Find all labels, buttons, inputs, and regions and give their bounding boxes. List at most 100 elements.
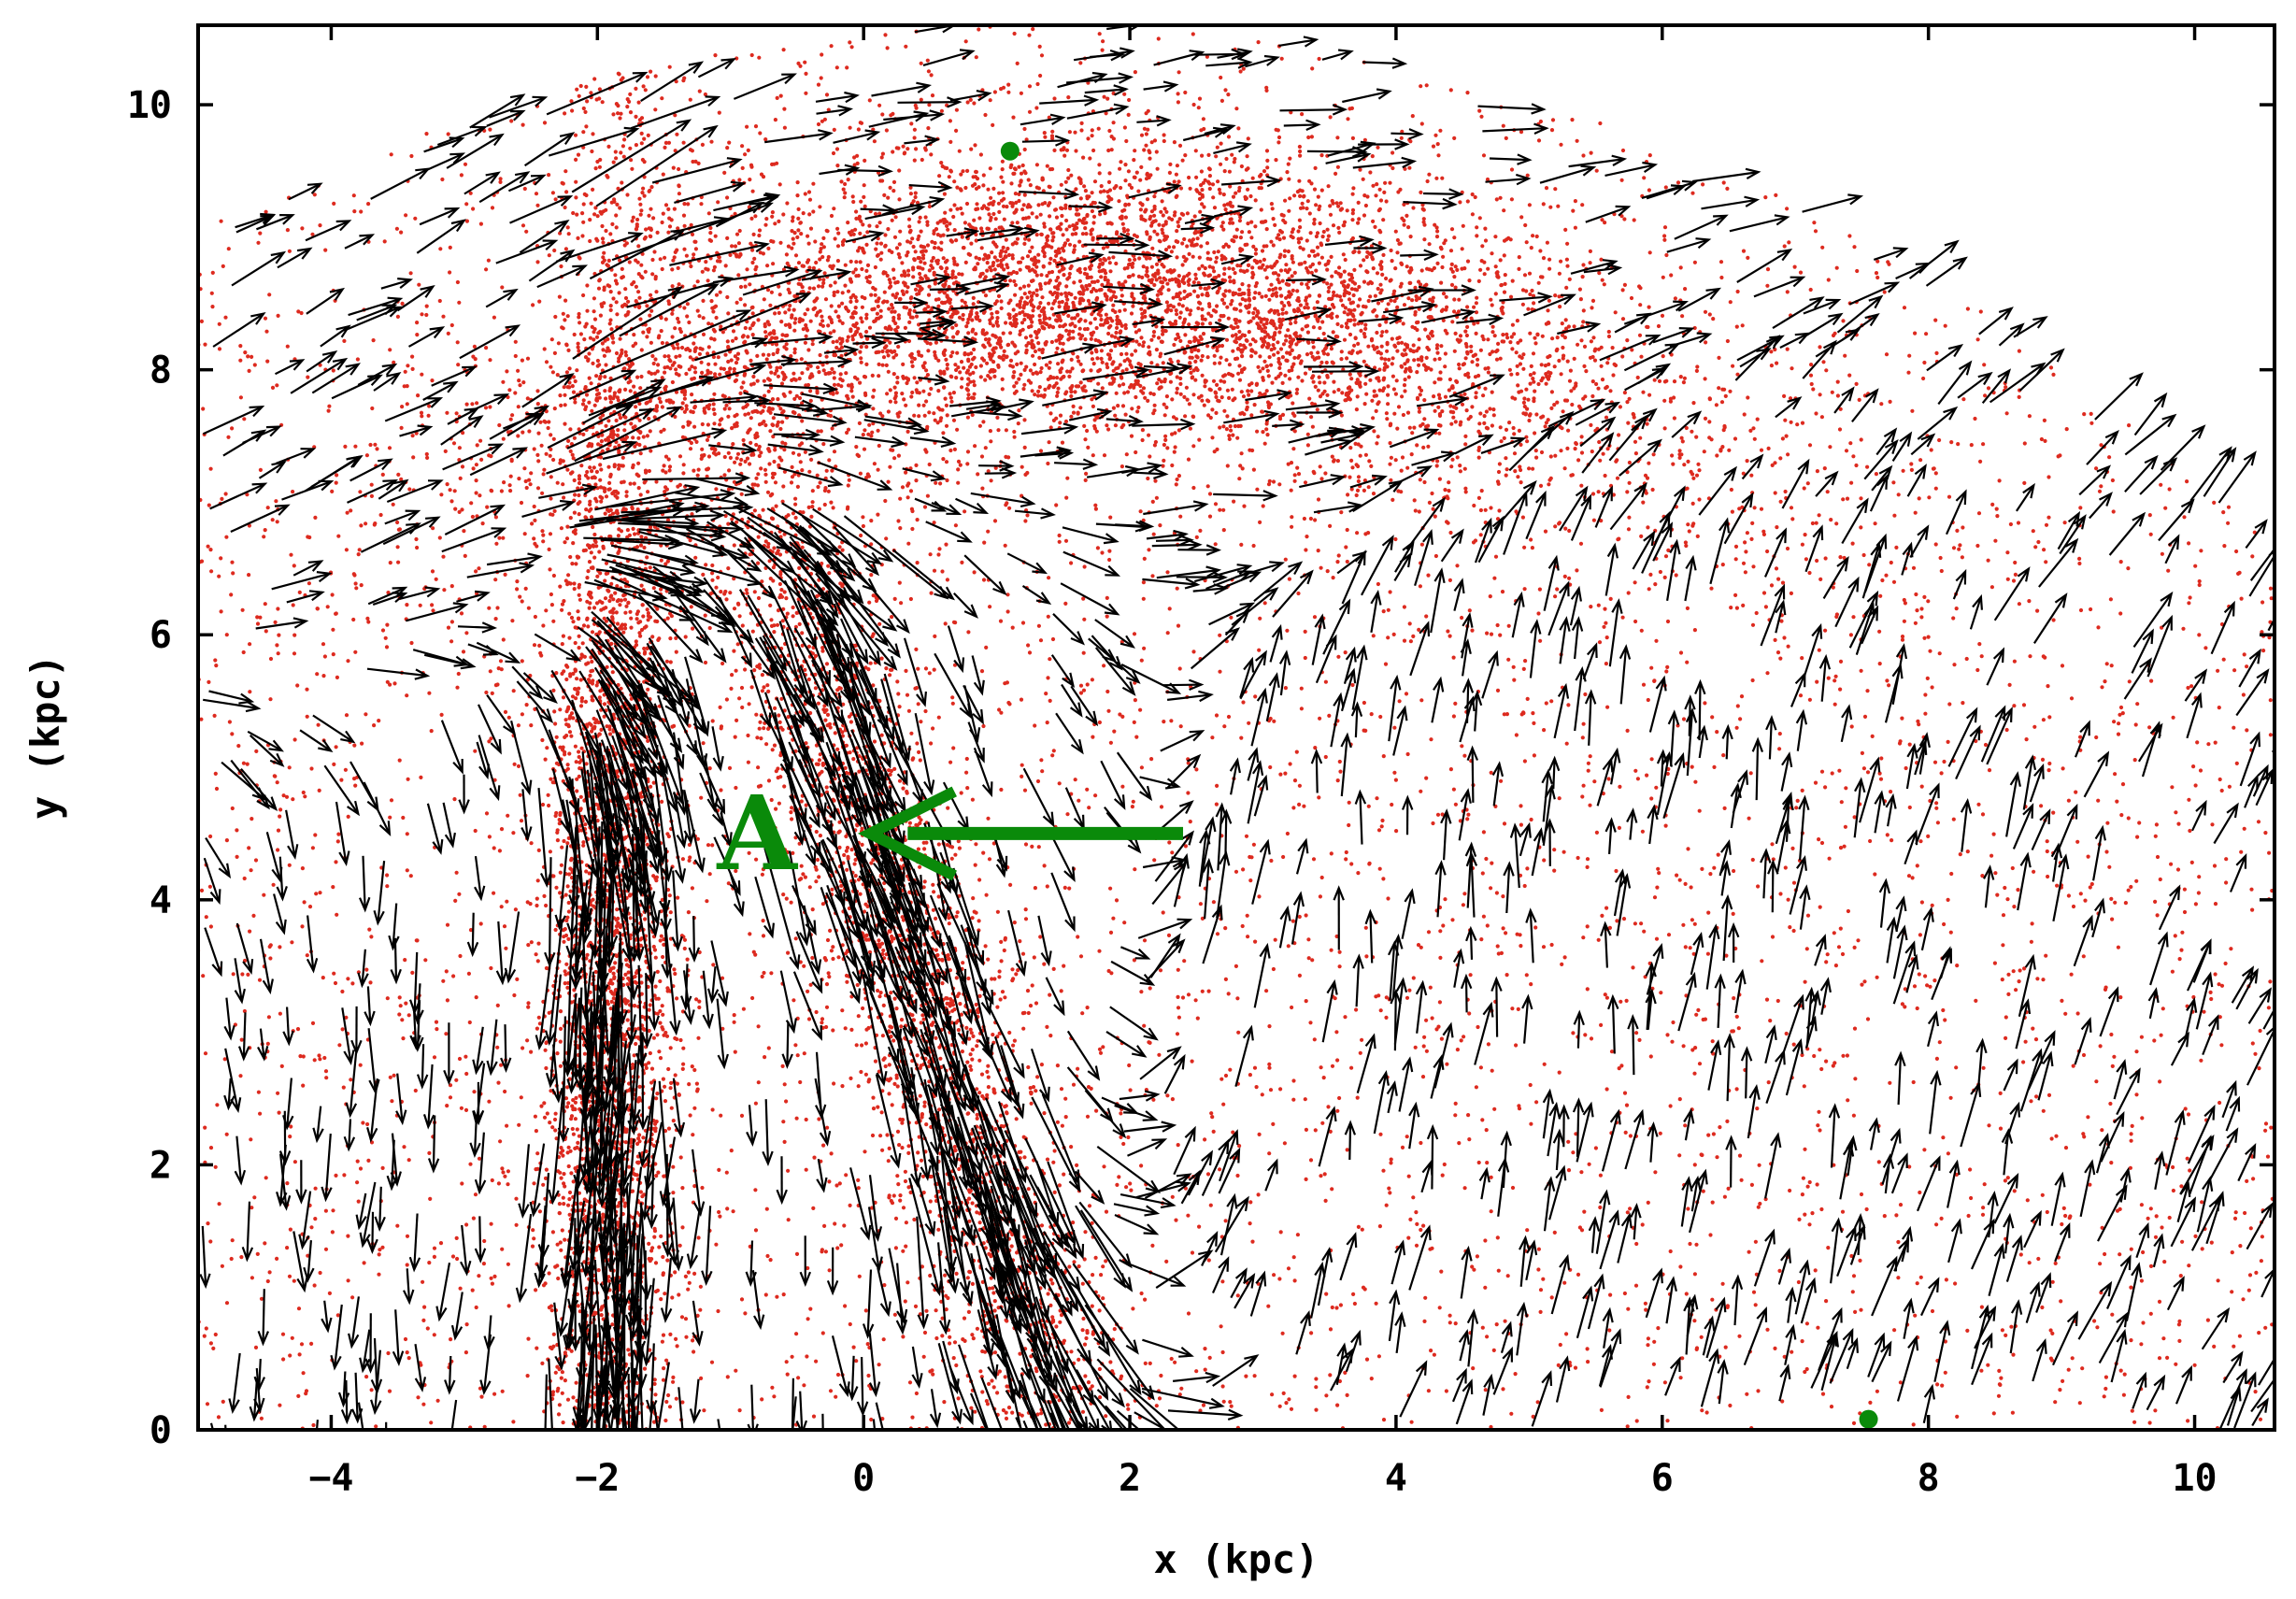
particle — [1594, 830, 1599, 835]
particle — [1918, 839, 1923, 844]
particle — [2196, 891, 2201, 895]
particle — [1599, 1407, 1604, 1412]
particle — [1915, 608, 1919, 613]
particle — [2153, 834, 2158, 838]
particle — [1886, 260, 1890, 264]
particle — [1609, 1049, 1615, 1054]
particle — [1991, 1411, 1996, 1416]
particle — [1133, 867, 1137, 872]
particle — [1462, 1186, 1467, 1191]
particle — [1483, 1238, 1488, 1243]
particle — [2017, 349, 2021, 353]
particle — [971, 1336, 976, 1341]
particle — [1335, 1108, 1340, 1113]
particle — [842, 195, 847, 200]
particle — [1455, 1048, 1460, 1052]
particle — [2036, 539, 2041, 545]
particle — [928, 552, 933, 557]
particle — [240, 972, 245, 977]
particle — [463, 1107, 469, 1112]
particle — [663, 140, 669, 145]
particle — [948, 1341, 952, 1346]
particle — [1858, 1258, 1862, 1263]
particle — [1898, 739, 1903, 744]
particle — [243, 350, 248, 355]
particle — [1491, 1348, 1496, 1352]
particle — [1807, 1179, 1812, 1185]
particle — [213, 658, 218, 663]
particle — [2232, 1344, 2236, 1349]
particle — [1467, 1011, 1472, 1016]
particle — [1712, 865, 1717, 870]
particle — [752, 590, 757, 594]
particle — [951, 620, 957, 624]
particle — [786, 950, 791, 955]
particle — [1233, 271, 1237, 276]
particle — [2180, 930, 2185, 935]
particle — [1657, 871, 1661, 876]
particle — [1081, 596, 1086, 601]
particle — [1108, 930, 1114, 935]
particle — [1946, 739, 1950, 745]
particle — [910, 508, 915, 514]
particle — [1191, 650, 1196, 654]
particle — [2029, 1099, 2033, 1104]
particle — [1420, 1075, 1426, 1079]
particle — [488, 358, 492, 363]
particle — [1127, 1063, 1132, 1068]
particle — [1347, 800, 1351, 805]
particle — [421, 1318, 426, 1322]
particle — [1857, 397, 1861, 402]
particle — [1020, 1413, 1024, 1418]
particle — [782, 1139, 787, 1144]
particle — [508, 417, 513, 421]
particle — [1392, 411, 1397, 416]
particle — [1188, 820, 1192, 824]
particle — [267, 293, 272, 297]
particle — [1918, 1275, 1923, 1279]
particle — [786, 715, 791, 720]
particle — [1063, 538, 1069, 543]
particle — [426, 413, 431, 418]
particle — [980, 206, 985, 210]
particle — [1026, 643, 1031, 648]
particle — [1089, 232, 1093, 236]
particle — [401, 815, 406, 821]
particle — [1944, 1278, 1948, 1282]
particle — [914, 1391, 920, 1396]
particle — [1186, 1213, 1191, 1218]
particle — [464, 202, 469, 207]
particle — [1228, 1400, 1233, 1405]
particle — [1836, 945, 1842, 949]
particle — [298, 1054, 303, 1059]
particle — [758, 131, 763, 136]
particle — [1115, 1182, 1119, 1187]
particle — [1835, 393, 1840, 398]
particle — [2041, 1108, 2046, 1113]
particle — [1803, 533, 1807, 537]
particle — [761, 919, 765, 923]
particle — [1287, 577, 1291, 581]
particle — [287, 249, 292, 253]
particle — [616, 428, 620, 433]
particle — [1100, 550, 1105, 555]
particle — [1878, 593, 1883, 598]
particle — [388, 682, 392, 687]
particle — [1286, 1266, 1291, 1271]
particle — [1288, 762, 1292, 766]
particle — [2041, 978, 2046, 982]
particle — [252, 363, 257, 367]
particle — [1588, 754, 1592, 759]
particle — [696, 1235, 701, 1240]
particle — [2004, 1035, 2008, 1040]
particle — [309, 1341, 314, 1346]
particle — [1191, 32, 1195, 36]
particle — [2088, 885, 2092, 890]
particle — [2226, 521, 2231, 525]
particle — [511, 689, 516, 693]
particle — [1681, 922, 1686, 927]
particle — [369, 935, 374, 939]
particle — [330, 592, 335, 597]
particle — [1911, 565, 1917, 570]
particle — [1840, 1209, 1846, 1214]
